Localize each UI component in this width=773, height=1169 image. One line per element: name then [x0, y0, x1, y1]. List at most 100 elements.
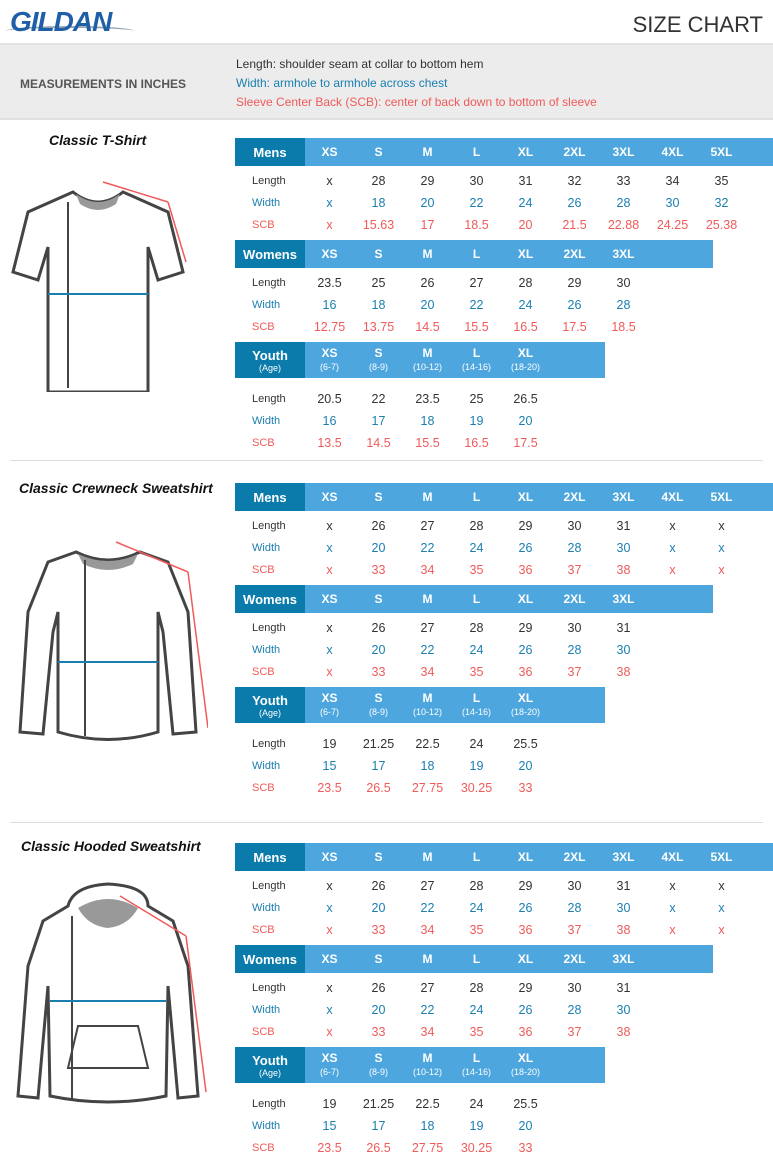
table-cell: 18.5 [464, 218, 489, 232]
group-label: Womens [235, 585, 305, 613]
group-label: Youth (Age) [235, 342, 305, 378]
table-cell: 22 [371, 392, 386, 406]
units-label: MEASUREMENTS IN INCHES [20, 77, 187, 91]
length-definition: Length: shoulder seam at collar to botto… [236, 57, 484, 71]
table-cell: 38 [616, 563, 631, 577]
size-column-header: XL [501, 490, 550, 504]
table-row: Width 16 18 20 22 24 26 28 [235, 294, 713, 316]
size-label: L [472, 952, 481, 966]
table-cell: x [326, 665, 333, 679]
size-label: XL [517, 592, 534, 606]
size-label: 2XL [563, 592, 586, 606]
size-label: XS [321, 247, 338, 261]
size-label: XL [517, 952, 534, 966]
table-cell: 24 [469, 541, 484, 555]
size-label: L [472, 145, 481, 159]
size-column-header: XL [501, 952, 550, 966]
table-cell: 31 [616, 621, 631, 635]
table-row: Width 16 17 18 19 20 [235, 410, 605, 432]
table-cell: 26 [371, 621, 386, 635]
table-row: SCB x 33 34 35 36 37 38 x x [235, 559, 773, 581]
table-cell: x [326, 879, 333, 893]
table-cell: x [326, 196, 333, 210]
table-cell: 30 [616, 276, 631, 290]
table-row: Length 19 21.25 22.5 24 25.5 [235, 733, 605, 755]
table-cell: 16.5 [513, 320, 538, 334]
size-label: XL [517, 346, 534, 360]
age-range: (8-9) [368, 707, 388, 717]
table-cell: 20 [371, 1003, 386, 1017]
table-cell: 33 [518, 1141, 533, 1155]
womens-size-table: Womens XS S M L XL 2XL 3XL Length 23.5 25 26 27 28 29 3… [235, 240, 713, 338]
row-label: Width [252, 415, 281, 427]
table-cell: x [326, 218, 333, 232]
size-label: 5XL [710, 145, 733, 159]
table-cell: 28 [567, 541, 582, 555]
size-column-header: 4XL [648, 850, 697, 864]
table-cell: 19 [469, 759, 484, 773]
size-column-header: L (14-16) [452, 346, 501, 374]
group-name: Mens [253, 849, 287, 865]
top-bar: GILDAN SIZE CHART [0, 0, 773, 45]
table-header: Youth (Age) XS (6-7) S (8-9) M (10-12) L (14-16) X… [235, 1047, 605, 1083]
size-column-header: XS [305, 850, 354, 864]
size-column-header: XL (18-20) [501, 1051, 550, 1079]
table-row: Length x 28 29 30 31 32 33 34 35 [235, 170, 773, 192]
table-cell: 20 [371, 643, 386, 657]
size-column-header: S [354, 952, 403, 966]
table-cell: 12.75 [313, 320, 346, 334]
womens-size-table: Womens XS S M L XL 2XL 3XL Length x 26 27 28 29 30 31 Wi… [235, 585, 713, 683]
size-column-header: M [403, 145, 452, 159]
table-cell: 18 [420, 759, 435, 773]
table-cell: 30 [616, 643, 631, 657]
size-column-header: 3XL [599, 592, 648, 606]
size-column-header: XS [305, 592, 354, 606]
table-cell: x [718, 879, 725, 893]
age-range: (6-7) [319, 707, 339, 717]
size-column-header: S (8-9) [354, 346, 403, 374]
size-label: M [422, 1051, 433, 1065]
table-cell: 33 [371, 923, 386, 937]
row-label: SCB [252, 1142, 275, 1154]
table-cell: 30 [469, 174, 484, 188]
size-column-header: S [354, 850, 403, 864]
age-range: (8-9) [368, 362, 388, 372]
size-label: XS [321, 592, 338, 606]
size-column-header: XL (18-20) [501, 691, 550, 719]
size-column-header: XL [501, 592, 550, 606]
table-cell: 35 [469, 923, 484, 937]
table-cell: 37 [567, 665, 582, 679]
row-label: SCB [252, 564, 275, 576]
table-cell: 30 [567, 621, 582, 635]
row-label: SCB [252, 321, 275, 333]
table-cell: 15 [322, 1119, 337, 1133]
table-cell: 33 [616, 174, 631, 188]
table-cell: 16 [322, 298, 337, 312]
measurement-info: MEASUREMENTS IN INCHES Length: shoulder … [0, 45, 773, 120]
size-column-header: XL [501, 145, 550, 159]
table-cell: 20 [518, 1119, 533, 1133]
table-cell: 15 [322, 759, 337, 773]
size-column-header: L [452, 592, 501, 606]
size-column-header: L [452, 145, 501, 159]
size-column-header: 2XL [550, 490, 599, 504]
table-cell: 24 [469, 1003, 484, 1017]
table-cell: 19 [322, 737, 337, 751]
size-label: XS [321, 1051, 338, 1065]
row-label: Width [252, 542, 281, 554]
table-cell: 38 [616, 923, 631, 937]
row-label: Length [252, 622, 286, 634]
product-title: Classic Crewneck Sweatshirt [19, 480, 213, 496]
table-cell: 20 [371, 541, 386, 555]
age-range: (10-12) [412, 362, 442, 372]
row-label: Width [252, 902, 281, 914]
table-body: Length x 26 27 28 29 30 31 x x Width x 20 22 24 26 28 30 x… [235, 875, 773, 941]
womens-size-table: Womens XS S M L XL 2XL 3XL Length x 26 27 28 29 30 31 Wi… [235, 945, 713, 1043]
table-row: Width x 20 22 24 26 28 30 [235, 639, 713, 661]
table-header: Youth (Age) XS (6-7) S (8-9) M (10-12) L (14-16) X… [235, 342, 605, 378]
row-label: Width [252, 1120, 281, 1132]
scb-definition: Sleeve Center Back (SCB): center of back… [236, 95, 597, 109]
table-row: SCB 12.75 13.75 14.5 15.5 16.5 17.5 18.5 [235, 316, 713, 338]
table-cell: x [718, 923, 725, 937]
table-cell: 22 [420, 643, 435, 657]
